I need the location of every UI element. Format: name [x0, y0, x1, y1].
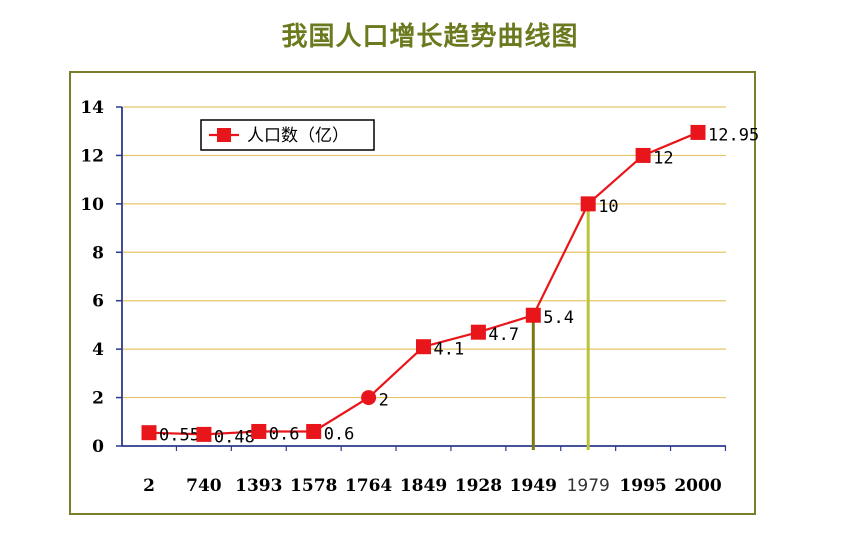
data-label: 0.48 — [214, 427, 255, 447]
x-tick-label: 1979 — [567, 476, 610, 496]
x-tick-label: 2 — [143, 476, 155, 496]
x-tick-label: 1849 — [400, 476, 447, 496]
data-point — [141, 425, 157, 441]
x-tick-label: 1928 — [455, 476, 502, 496]
x-tick-label: 1949 — [510, 476, 557, 496]
data-label: 12 — [653, 148, 673, 168]
data-label: 12.95 — [708, 125, 759, 145]
data-label: 0.6 — [324, 424, 355, 444]
x-tick-label: 1764 — [345, 476, 392, 496]
data-point — [525, 307, 541, 323]
x-tick-label: 740 — [186, 476, 222, 496]
data-point — [690, 124, 706, 140]
x-tick-label: 1995 — [619, 476, 666, 496]
data-point — [251, 423, 267, 439]
data-label: 5.4 — [543, 308, 574, 328]
y-tick-label: 10 — [80, 195, 104, 215]
data-point — [306, 423, 322, 439]
x-tick-label: 1393 — [235, 476, 282, 496]
y-tick-label: 8 — [92, 243, 104, 263]
chart-frame — [69, 71, 756, 515]
y-tick-label: 4 — [92, 340, 104, 360]
data-point — [470, 324, 486, 340]
x-tick-label: 2000 — [674, 476, 721, 496]
data-point — [580, 196, 596, 212]
data-point — [196, 426, 212, 442]
data-label: 2 — [379, 391, 389, 411]
y-tick-label: 2 — [92, 389, 104, 409]
data-label: 0.55 — [159, 426, 200, 446]
data-point — [635, 147, 651, 163]
series-line — [148, 131, 699, 436]
data-point — [361, 390, 377, 406]
data-point — [416, 339, 431, 355]
legend-label: 人口数（亿） — [247, 126, 349, 146]
data-label: 0.6 — [269, 424, 300, 444]
y-tick-label: 6 — [92, 292, 104, 312]
legend-marker — [217, 128, 231, 142]
y-tick-label: 0 — [92, 437, 104, 457]
data-label: 4.1 — [434, 340, 465, 360]
data-label: 10 — [598, 197, 618, 217]
x-tick-label: 1578 — [290, 476, 337, 496]
data-label: 4.7 — [488, 325, 519, 345]
y-tick-label: 14 — [80, 98, 104, 118]
chart-title: 我国人口增长趋势曲线图 — [281, 22, 579, 52]
y-tick-label: 12 — [80, 146, 104, 166]
